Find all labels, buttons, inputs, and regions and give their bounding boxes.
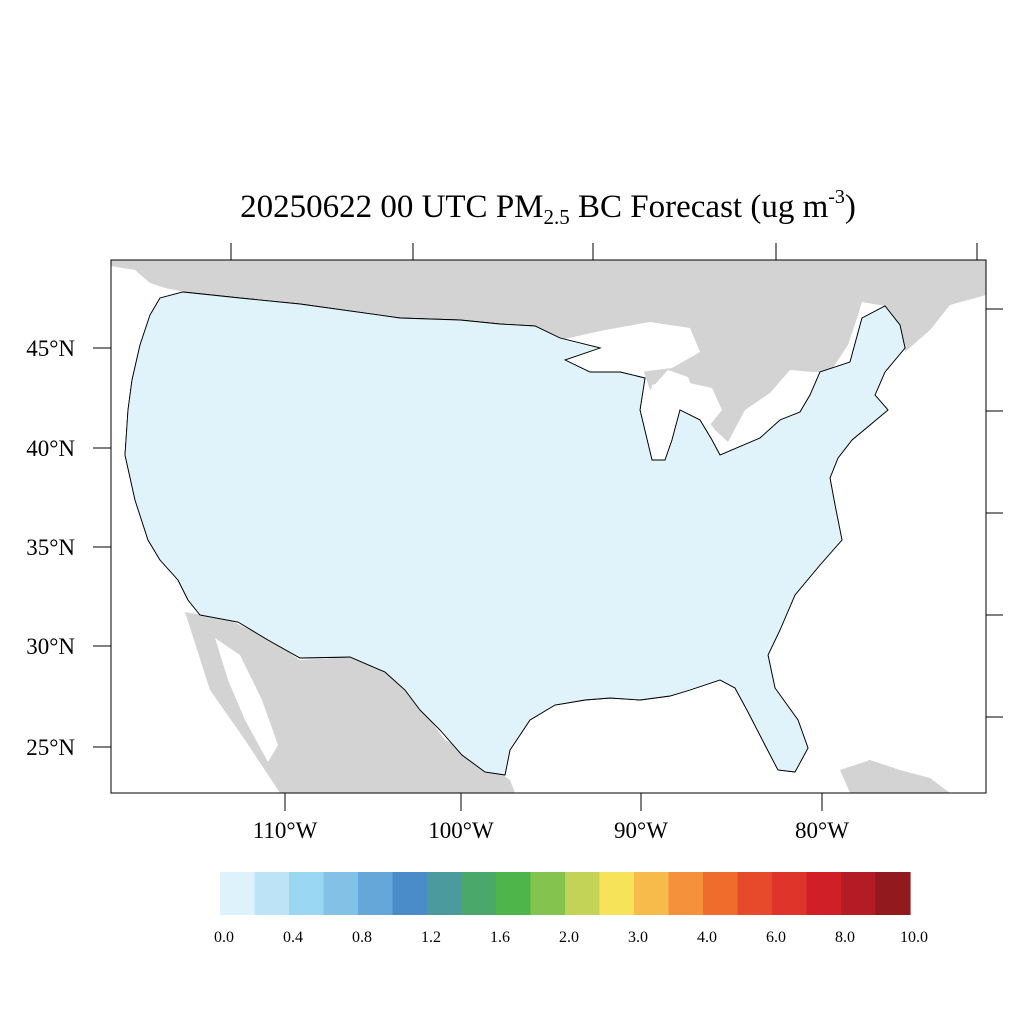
title-species: PM [495,189,544,225]
colorbar-tick-label: 4.0 [697,929,717,946]
colorbar-swatch [358,872,394,915]
colorbar-tick-label: 1.6 [490,929,510,946]
colorbar-swatch [427,872,463,915]
colorbar-swatch [323,872,359,915]
colorbar-labels: 0.0 0.4 0.8 1.2 1.6 2.0 3.0 4.0 6.0 8.0 10.0 [214,929,928,946]
colorbar-swatch [496,872,532,915]
lat-label-30: 30°N [26,634,75,659]
left-ticks [93,347,111,748]
colorbar-swatch [599,872,635,915]
colorbar-tick-label: 0.4 [283,929,303,946]
canada-land [111,260,986,442]
colorbar-swatch [703,872,739,915]
colorbar-tick-label: 0.8 [352,929,372,946]
colorbar-swatch [668,872,704,915]
colorbar-swatch [461,872,497,915]
colorbar-tick-label: 1.2 [421,929,441,946]
colorbar-swatch [841,872,877,915]
title-datetime: 20250622 00 UTC [240,189,488,225]
colorbar-swatch [254,872,290,915]
colorbar-swatch [875,872,911,915]
colorbar-tick-label: 6.0 [766,929,786,946]
gulf-of-california [215,638,278,762]
lat-labels: 45°N 40°N 35°N 30°N 25°N [26,336,75,760]
colorbar-swatch [392,872,428,915]
colorbar-tick-label: 10.0 [900,929,928,946]
colorbar-swatch [530,872,566,915]
colorbar-swatch [737,872,773,915]
lat-label-45: 45°N [26,336,75,361]
colorbar-tick-label: 3.0 [628,929,648,946]
colorbar-tick-label: 8.0 [835,929,855,946]
colorbar-swatch [806,872,842,915]
lon-labels: 110°W 100°W 90°W 80°W [253,818,850,843]
lat-label-25: 25°N [26,735,75,760]
title-close: ) [844,189,856,225]
colorbar-swatch [772,872,808,915]
top-ticks [230,243,978,260]
title-subscript: 2.5 [543,205,570,229]
cuba-land [840,760,950,793]
bottom-ticks [284,793,823,811]
map-frame [110,259,987,794]
right-ticks [986,308,1003,718]
colorbar-tick-label: 2.0 [559,929,579,946]
lon-label-110: 110°W [253,818,318,843]
colorbar-swatch [220,872,256,915]
lon-label-100: 100°W [428,818,494,843]
colorbar-tick-label: 0.0 [214,929,234,946]
colorbar-swatch [565,872,601,915]
lon-label-90: 90°W [614,818,668,843]
colorbar-swatch [634,872,670,915]
lat-label-40: 40°N [26,436,75,461]
title-rest: BC Forecast (ug m [578,189,829,225]
colorbar-swatch [289,872,325,915]
lat-label-35: 35°N [26,535,75,560]
colorbar [220,872,911,915]
title-exponent: -3 [828,186,845,208]
map-title: 20250622 00 UTC PM2.5 BC Forecast (ug m-… [0,186,1024,230]
lon-label-80: 80°W [795,818,849,843]
great-lakes [560,322,822,462]
